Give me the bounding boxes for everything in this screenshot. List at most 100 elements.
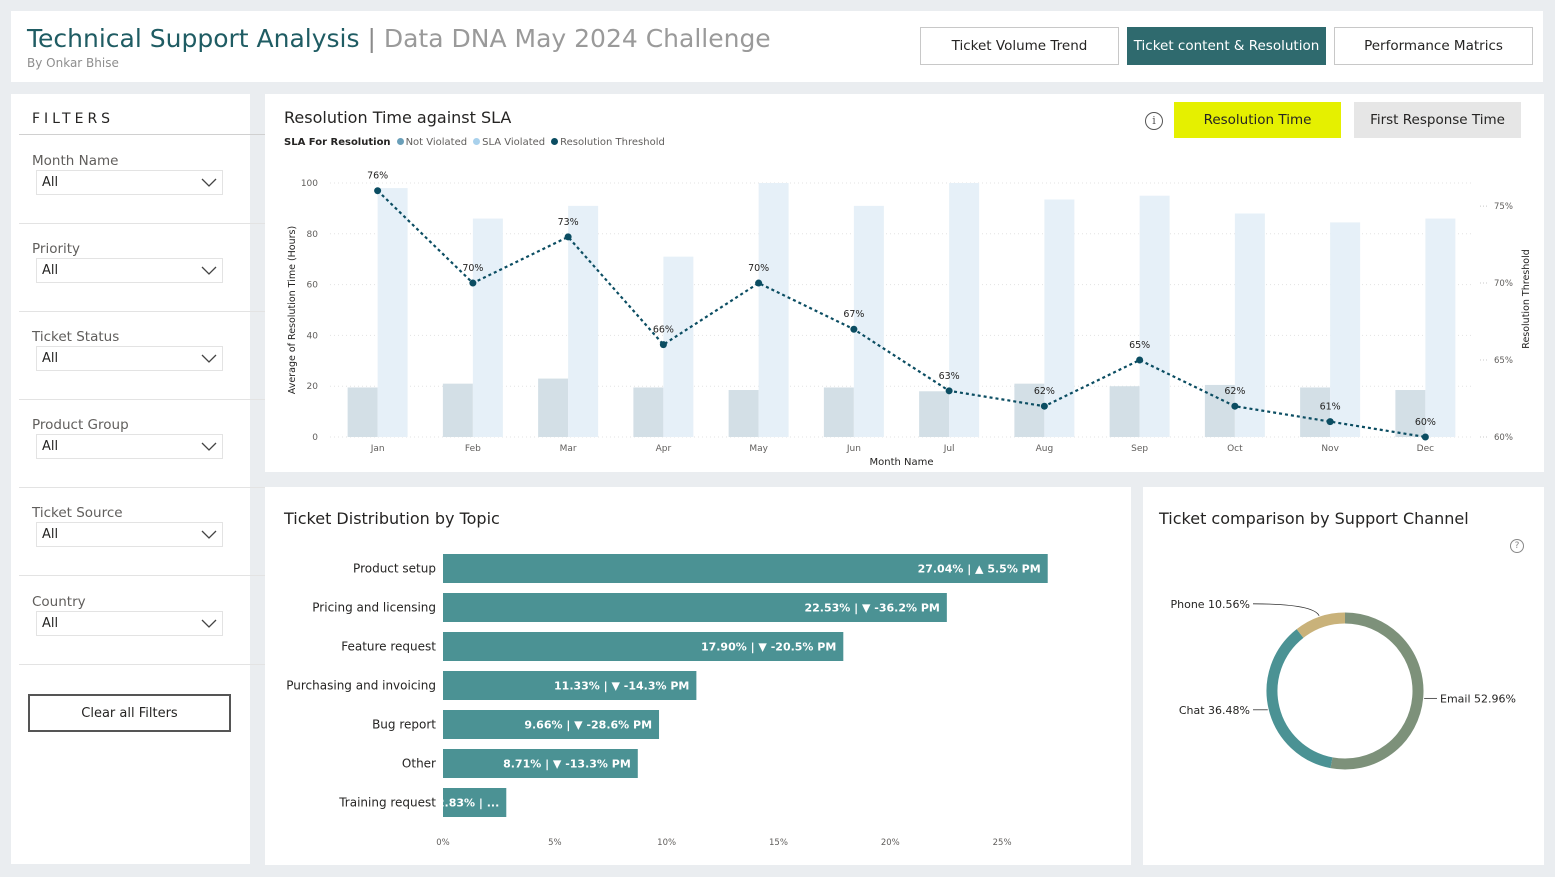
legend-swatch: [551, 138, 559, 145]
nav-ticket-content-resolution[interactable]: Ticket content & Resolution: [1127, 27, 1326, 65]
channel-panel: Ticket comparison by Support Channel ? E…: [1143, 487, 1544, 865]
bar-sla-violated: [663, 256, 694, 437]
filter-divider: [19, 487, 269, 488]
chevron-down-icon: [201, 619, 217, 628]
topic-bar: [443, 710, 660, 739]
header-panel: Technical Support Analysis | Data DNA Ma…: [11, 11, 1543, 82]
first-response-time-toggle[interactable]: First Response Time: [1354, 102, 1521, 138]
x-tick-label: Jun: [846, 444, 861, 454]
x-tick-label: Oct: [1227, 444, 1243, 454]
page-title-subtitle: Data DNA May 2024 Challenge: [383, 24, 771, 53]
priority-dropdown[interactable]: All: [36, 258, 223, 283]
y-tick-label: 100: [301, 179, 318, 189]
x-tick-label: 5%: [548, 838, 562, 848]
donut-slice: [1266, 629, 1333, 769]
topic-bar: [443, 593, 947, 622]
y2-tick-label: 75%: [1494, 202, 1513, 212]
bar-not-violated: [347, 387, 378, 437]
threshold-data-label: 65%: [1129, 340, 1150, 351]
filter-divider: [19, 399, 269, 400]
filter-divider: [19, 575, 269, 576]
help-icon[interactable]: ?: [1510, 539, 1524, 553]
resolution-time-toggle[interactable]: Resolution Time: [1174, 102, 1341, 138]
threshold-data-label: 70%: [462, 263, 483, 274]
threshold-point: [469, 279, 477, 287]
filter-divider: [19, 664, 269, 665]
topic-data-label: 27.04% | ▲ 5.5% PM: [918, 563, 1041, 576]
nav-performance-matrics[interactable]: Performance Matrics: [1334, 27, 1533, 65]
nav-ticket-volume-trend[interactable]: Ticket Volume Trend: [920, 27, 1119, 65]
topic-category-label: Feature request: [341, 640, 436, 654]
bar-not-violated: [823, 387, 854, 437]
dropdown-value: All: [42, 263, 59, 278]
y2-tick-label: 70%: [1494, 279, 1513, 289]
chevron-down-icon: [201, 442, 217, 451]
bar-sla-violated: [1044, 199, 1075, 437]
filters-divider: [19, 134, 269, 135]
threshold-data-label: 60%: [1415, 417, 1436, 428]
bar-not-violated: [1014, 383, 1045, 437]
leader-line: [1252, 603, 1320, 617]
bar-sla-violated: [1234, 213, 1265, 437]
bar-sla-violated: [472, 218, 503, 437]
dropdown-value: All: [42, 439, 59, 454]
topic-category-label: Pricing and licensing: [312, 601, 436, 615]
threshold-point: [945, 387, 953, 395]
sla-chart-title: Resolution Time against SLA: [284, 108, 512, 127]
filter-label: Country: [32, 594, 86, 610]
bar-not-violated: [1109, 386, 1140, 437]
topic-data-label: 9.66% | ▼ -28.6% PM: [524, 719, 652, 732]
donut-data-label: Phone 10.56%: [1170, 598, 1250, 611]
threshold-data-label: 73%: [558, 217, 579, 228]
filter-divider: [19, 223, 269, 224]
chevron-down-icon: [201, 354, 217, 363]
bar-sla-violated: [853, 205, 884, 437]
threshold-data-label: 70%: [748, 263, 769, 274]
x-tick-label: May: [749, 444, 768, 454]
threshold-data-label: 66%: [653, 325, 674, 336]
x-tick-label: 25%: [993, 838, 1012, 848]
info-icon[interactable]: i: [1145, 112, 1163, 130]
threshold-data-label: 62%: [1224, 386, 1245, 397]
bar-sla-violated: [1425, 218, 1456, 437]
topic-data-label: 17.90% | ▼ -20.5% PM: [701, 641, 836, 654]
filter-label: Priority: [32, 241, 81, 257]
filter-label: Product Group: [32, 417, 129, 433]
ticket-source-dropdown[interactable]: All: [36, 522, 223, 547]
threshold-point: [1326, 418, 1334, 426]
y-tick-label: 60: [307, 281, 319, 291]
topic-bar: [443, 788, 507, 817]
ticket-status-dropdown[interactable]: All: [36, 346, 223, 371]
legend-label: SLA Violated: [482, 137, 546, 148]
bar-not-violated: [1204, 384, 1235, 437]
month-name-dropdown[interactable]: All: [36, 170, 223, 195]
topic-chart-title: Ticket Distribution by Topic: [284, 509, 500, 528]
topic-bar: [443, 749, 638, 778]
topic-data-label: 22.53% | ▼ -36.2% PM: [804, 602, 939, 615]
topic-bar: [443, 671, 697, 700]
threshold-point: [659, 341, 667, 349]
x-tick-label: Mar: [560, 444, 577, 454]
bar-sla-violated: [377, 188, 408, 437]
channel-donut-chart: Email 52.96% Chat 36.48% Phone 10.56%: [1170, 598, 1516, 770]
y-tick-label: 20: [307, 382, 319, 392]
y-tick-label: 80: [307, 230, 319, 240]
page-title-main: Technical Support Analysis: [27, 24, 360, 53]
filter-label: Ticket Status: [32, 329, 120, 345]
author-byline: By Onkar Bhise: [27, 56, 119, 70]
country-dropdown[interactable]: All: [36, 611, 223, 636]
x-tick-label: 0%: [436, 838, 450, 848]
clear-filters-button[interactable]: Clear all Filters: [28, 694, 231, 732]
threshold-data-label: 76%: [367, 171, 388, 182]
bar-not-violated: [538, 378, 569, 437]
x-tick-label: 20%: [881, 838, 900, 848]
filter-label: Month Name: [32, 153, 119, 169]
dropdown-value: All: [42, 527, 59, 542]
x-tick-label: Dec: [1417, 444, 1434, 454]
product-group-dropdown[interactable]: All: [36, 434, 223, 459]
topic-panel: Ticket Distribution by Topic Product set…: [265, 487, 1131, 865]
filters-panel: FILTERS Month Name All Priority All Tick…: [11, 94, 269, 864]
legend-label: Resolution Threshold: [560, 137, 665, 148]
topic-category-label: Other: [402, 757, 436, 771]
bar-sla-violated: [758, 183, 789, 437]
